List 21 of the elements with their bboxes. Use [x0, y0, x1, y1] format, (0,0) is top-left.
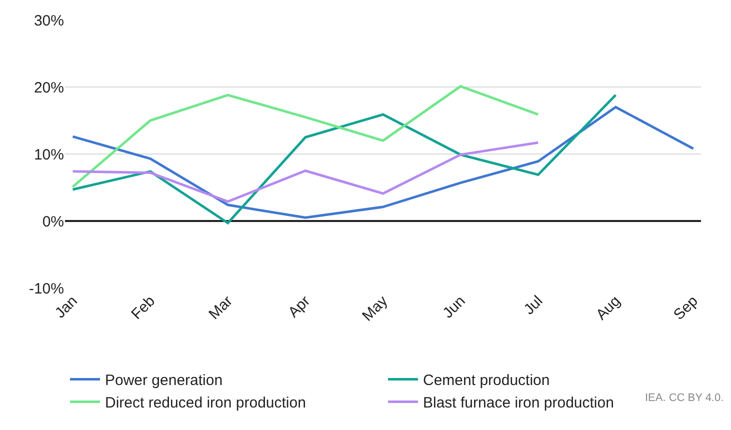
- line-series: [72, 106, 694, 219]
- x-tick-label: May: [359, 292, 392, 325]
- legend-label: Power generation: [105, 372, 223, 390]
- legend-label: Direct reduced iron production: [105, 394, 306, 412]
- line-series: [72, 85, 540, 188]
- x-tick-label: Feb: [128, 292, 158, 323]
- x-tick-label: Aug: [592, 292, 624, 324]
- x-tick-label: Jul: [520, 292, 546, 318]
- line-series: [72, 94, 617, 224]
- x-tick-label: Apr: [285, 292, 314, 322]
- x-tick-label: Jun: [440, 292, 469, 322]
- y-tick-label: 10%: [34, 146, 64, 164]
- y-tick-label: 0%: [42, 213, 64, 230]
- line-series: [72, 141, 540, 203]
- y-tick-label: 30%: [34, 12, 64, 30]
- x-tick-label: Sep: [670, 292, 702, 324]
- legend-label: Cement production: [423, 372, 550, 390]
- text: IEA. CC BY 4.0.: [645, 392, 724, 404]
- legend-label: Blast furnace iron production: [423, 394, 614, 412]
- y-tick-label: 20%: [34, 79, 64, 96]
- x-tick-label: Mar: [206, 292, 236, 323]
